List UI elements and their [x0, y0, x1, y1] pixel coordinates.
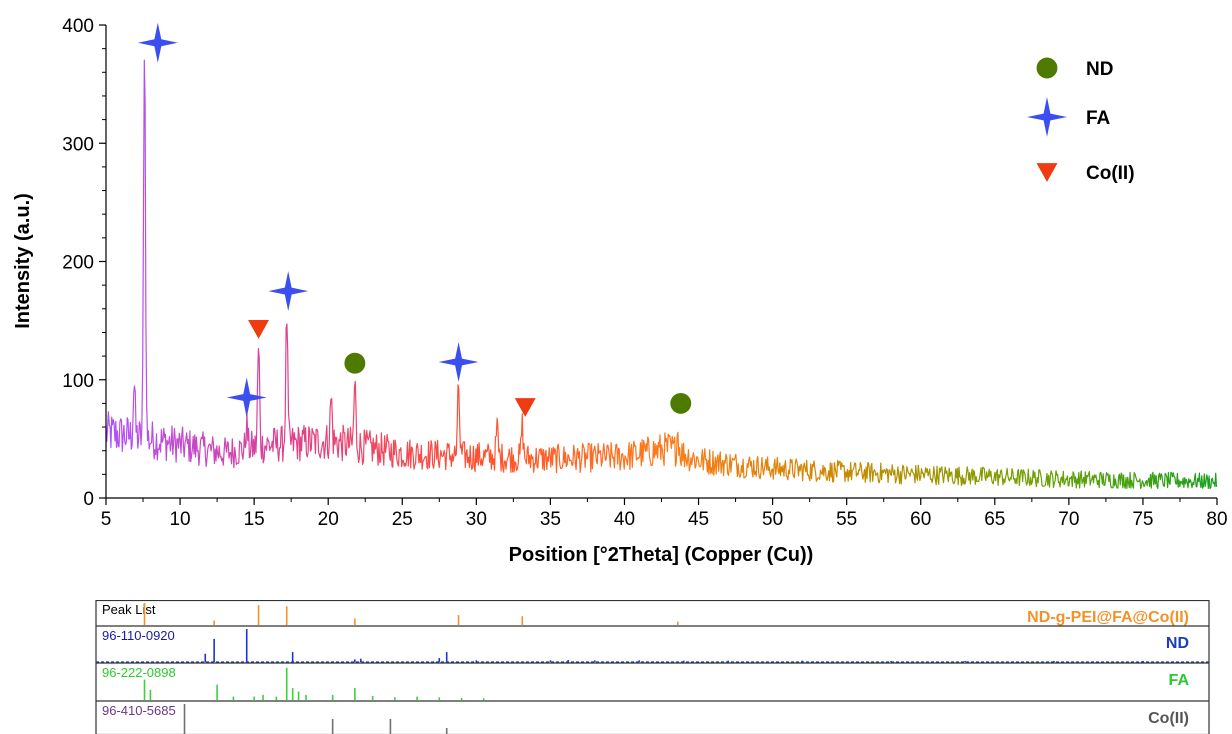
reference-phase-label: FA [1169, 672, 1190, 689]
x-axis-title: Position [°2Theta] (Copper (Cu)) [509, 544, 814, 566]
x-tick-label: 35 [540, 509, 561, 530]
legend-label: FA [1086, 108, 1111, 129]
peak-marker-circle [670, 392, 692, 414]
reference-phase-label: ND-g-PEI@FA@Co(II) [1027, 609, 1189, 626]
x-tick-label: 15 [244, 509, 265, 530]
reference-phase-label: ND [1166, 635, 1189, 652]
reference-phase-label: Co(II) [1148, 710, 1189, 727]
x-tick-label: 20 [318, 509, 339, 530]
x-tick-label: 45 [688, 509, 709, 530]
x-tick-label: 50 [762, 509, 783, 530]
x-tick-label: 75 [1132, 509, 1153, 530]
x-tick-label: 25 [392, 509, 413, 530]
reference-panel-border [95, 600, 1210, 734]
legend-triangle-down-icon [1036, 163, 1058, 182]
peak-marker-star [226, 377, 267, 418]
x-tick-label: 30 [466, 509, 487, 530]
peak-marker-star [137, 22, 178, 63]
reference-panels: Peak List ND-g-PEI@FA@Co(II) 96-110-0920 ND… [95, 600, 1210, 734]
reference-code-label: 96-110-0920 [102, 628, 175, 643]
x-tick-label: 65 [984, 509, 1005, 530]
legend-star-icon [1027, 97, 1067, 137]
xrd-chart: 5 10 15 20 25 30 35 40 45 50 55 60 65 70 75 80 0 100 200 30… [12, 16, 1228, 566]
legend-label: ND [1086, 59, 1113, 80]
peak-marker-triangle-down [514, 398, 536, 417]
y-tick-label: 0 [83, 489, 94, 510]
reference-code-label: 96-222-0898 [102, 665, 176, 680]
reference-code-label: 96-410-5685 [102, 703, 176, 718]
peak-marker-triangle-down [248, 320, 269, 339]
x-tick-label: 10 [169, 509, 190, 530]
peak-marker-star [438, 342, 479, 382]
y-axis-title: Intensity (a.u.) [12, 193, 34, 329]
x-tick-label: 70 [1058, 509, 1079, 530]
y-tick-label: 300 [62, 134, 94, 155]
x-tick-label: 40 [614, 509, 635, 530]
legend-circle-icon [1036, 57, 1058, 79]
legend-label: Co(II) [1086, 163, 1135, 184]
x-tick-label: 80 [1206, 509, 1227, 530]
y-tick-label: 100 [62, 371, 94, 392]
xrd-spectrum-line [105, 59, 1218, 490]
peak-marker-circle [344, 352, 366, 374]
peak-marker-star [268, 271, 309, 311]
x-tick-label: 60 [910, 509, 931, 530]
y-tick-label: 200 [62, 253, 94, 274]
y-tick-label: 400 [62, 16, 94, 37]
x-tick-label: 5 [101, 509, 112, 530]
reference-code-label: Peak List [102, 602, 156, 617]
x-tick-label: 55 [836, 509, 857, 530]
